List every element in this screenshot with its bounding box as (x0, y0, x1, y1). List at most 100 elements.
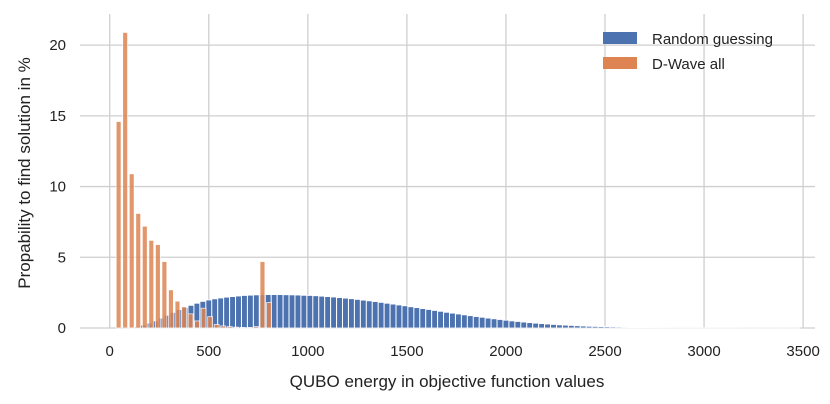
random-guessing-bar-84 (627, 326, 635, 329)
series-d-wave-all (115, 31, 272, 329)
random-guessing-bar-63 (502, 319, 510, 329)
random-guessing-bar-30 (306, 295, 314, 329)
d-wave-bar-8 (168, 289, 174, 329)
x-tick-label-7: 3500 (786, 343, 819, 360)
random-guessing-bar-35 (336, 297, 343, 329)
d-wave-bar-22 (259, 261, 266, 329)
random-guessing-bar-36 (342, 297, 349, 329)
random-guessing-bar-31 (312, 295, 320, 329)
random-guessing-bar-50 (425, 309, 432, 329)
random-guessing-bar-44 (389, 303, 397, 329)
d-wave-bar-9 (174, 300, 181, 329)
random-guessing-bar-47 (407, 306, 415, 329)
legend-label-d-wave-all: D-Wave all (652, 56, 725, 73)
random-guessing-bar-28 (294, 294, 302, 329)
d-wave-bar-6 (154, 244, 161, 329)
random-guessing-bar-82 (615, 326, 623, 329)
random-guessing-bar-75 (574, 325, 581, 329)
tick-labels: 0 500 1000 1500 2000 2500 3000 3500 0 5 10 15 20 (49, 37, 819, 360)
random-guessing-bar-16 (223, 296, 230, 329)
random-guessing-bar-71 (550, 324, 557, 329)
x-tick-label-1: 500 (196, 343, 221, 360)
random-guessing-bar-81 (609, 326, 617, 329)
x-axis-title: QUBO energy in objective function values (290, 372, 605, 391)
x-tick-label-5: 2500 (588, 343, 621, 360)
random-guessing-bar-41 (371, 301, 379, 329)
x-tick-label-3: 1500 (390, 343, 423, 360)
random-guessing-bar-33 (324, 296, 331, 329)
legend-label-random-guessing: Random guessing (652, 31, 773, 48)
random-guessing-bar-17 (229, 296, 236, 329)
d-wave-bar-18 (233, 326, 240, 329)
random-guessing-bar-73 (562, 324, 569, 329)
d-wave-bar-14 (207, 316, 214, 329)
d-wave-bar-20 (246, 327, 253, 329)
random-guessing-bar-52 (437, 310, 444, 329)
legend: Random guessing D-Wave all (603, 31, 773, 73)
random-guessing-bar-45 (395, 304, 403, 329)
random-guessing-bar-15 (217, 297, 224, 329)
random-guessing-bar-80 (603, 326, 611, 329)
random-guessing-bar-26 (282, 294, 290, 329)
x-tick-label-4: 2000 (489, 343, 522, 360)
d-wave-bar-17 (226, 326, 233, 329)
d-wave-bar-1 (122, 31, 129, 329)
d-wave-bar-15 (213, 324, 220, 329)
random-guessing-bar-78 (591, 326, 599, 329)
y-tick-label-0: 0 (58, 320, 66, 337)
random-guessing-bar-49 (419, 308, 426, 329)
random-guessing-bar-65 (514, 321, 522, 329)
random-guessing-bar-43 (383, 302, 391, 329)
random-guessing-bar-29 (300, 294, 308, 329)
legend-swatch-d-wave-all (603, 57, 637, 69)
x-tick-label-6: 3000 (687, 343, 720, 360)
d-wave-bar-13 (200, 307, 207, 329)
y-tick-label-2: 10 (49, 179, 66, 196)
random-guessing-bar-83 (621, 326, 629, 329)
random-guessing-bar-62 (496, 319, 504, 329)
d-wave-bar-12 (194, 320, 200, 329)
random-guessing-bar-70 (544, 323, 551, 329)
y-tick-label-1: 5 (58, 249, 66, 266)
random-guessing-bar-37 (348, 298, 355, 329)
random-guessing-bar-40 (365, 300, 373, 329)
d-wave-bar-10 (181, 306, 187, 329)
random-guessing-bar-21 (253, 294, 260, 329)
d-wave-bar-2 (128, 173, 135, 329)
random-guessing-bar-18 (235, 295, 242, 329)
series-random-guessing (128, 294, 801, 329)
random-guessing-bar-68 (532, 322, 539, 329)
x-tick-label-0: 0 (106, 343, 114, 360)
d-wave-bar-23 (266, 302, 272, 329)
random-guessing-bar-74 (568, 325, 575, 329)
random-guessing-bar-66 (520, 321, 528, 329)
random-guessing-bar-85 (633, 326, 640, 329)
random-guessing-bar-46 (401, 305, 409, 329)
d-wave-bar-16 (220, 325, 227, 329)
random-guessing-bar-60 (484, 317, 492, 329)
random-guessing-bar-55 (455, 313, 462, 329)
random-guessing-bar-48 (413, 307, 421, 329)
y-tick-label-3: 15 (49, 108, 66, 125)
y-axis-title: Propability to find solution in % (15, 57, 34, 289)
d-wave-bar-5 (148, 239, 155, 329)
d-wave-bar-7 (161, 261, 168, 329)
random-guessing-bar-87 (645, 327, 652, 329)
random-guessing-bar-20 (247, 294, 254, 329)
x-tick-label-2: 1000 (291, 343, 324, 360)
random-guessing-bar-27 (288, 294, 296, 329)
random-guessing-bar-19 (241, 295, 248, 329)
random-guessing-bar-77 (585, 325, 593, 329)
random-guessing-bar-24 (270, 294, 278, 329)
random-guessing-bar-39 (360, 299, 367, 329)
random-guessing-bar-25 (276, 294, 284, 329)
random-guessing-bar-79 (597, 326, 605, 329)
random-guessing-bar-42 (377, 301, 385, 329)
random-guessing-bar-32 (318, 295, 325, 329)
random-guessing-bar-59 (478, 316, 486, 329)
d-wave-bar-4 (141, 225, 148, 329)
random-guessing-bar-56 (461, 314, 468, 329)
random-guessing-bar-51 (431, 310, 438, 329)
